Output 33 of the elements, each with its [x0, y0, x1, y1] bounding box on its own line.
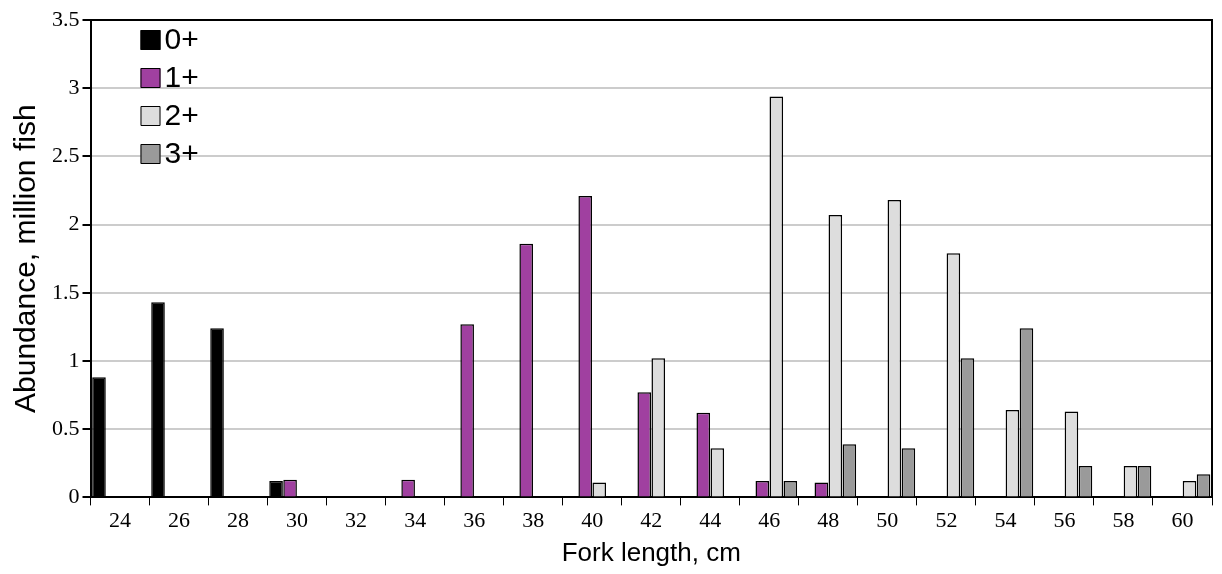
y-tick-label: 0	[68, 483, 80, 509]
x-tick-label: 44	[699, 507, 722, 533]
x-tick-label: 46	[758, 507, 781, 533]
legend-label: 3+	[164, 136, 199, 170]
x-tick-label: 60	[1171, 507, 1194, 533]
y-tick-label: 3	[68, 73, 80, 99]
x-tick-label: 32	[345, 507, 368, 533]
y-axis-title: Abundance, million fish	[8, 104, 42, 413]
y-tick-label: 0.5	[52, 414, 80, 440]
x-tick-label: 48	[817, 507, 840, 533]
x-tick-label: 30	[286, 507, 309, 533]
x-tick-label: 42	[640, 507, 663, 533]
x-tick-label: 24	[109, 507, 132, 533]
x-axis-title: Fork length, cm	[561, 536, 741, 567]
x-tick-label: 50	[876, 507, 899, 533]
x-tick-label: 38	[522, 507, 545, 533]
x-tick-label: 40	[581, 507, 604, 533]
x-tick-label: 58	[1112, 507, 1135, 533]
y-tick-label: 2.5	[52, 142, 80, 168]
x-tick-label: 52	[935, 507, 958, 533]
legend-label: 0+	[164, 22, 199, 56]
x-tick-label: 34	[404, 507, 427, 533]
x-tick-label: 28	[227, 507, 250, 533]
y-tick-label: 2	[68, 210, 80, 236]
y-tick-label: 1	[68, 346, 80, 372]
x-tick-label: 26	[168, 507, 191, 533]
x-tick-label: 36	[463, 507, 486, 533]
y-tick-label: 3.5	[52, 5, 80, 31]
x-tick-label: 54	[994, 507, 1017, 533]
x-tick-label: 56	[1053, 507, 1076, 533]
legend-label: 2+	[164, 98, 199, 132]
y-tick-label: 1.5	[52, 278, 80, 304]
legend-label: 1+	[164, 60, 199, 94]
